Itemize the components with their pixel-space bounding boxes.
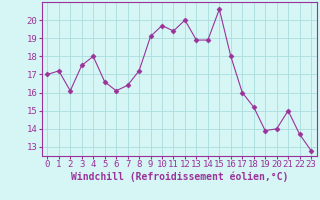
X-axis label: Windchill (Refroidissement éolien,°C): Windchill (Refroidissement éolien,°C) [70, 172, 288, 182]
